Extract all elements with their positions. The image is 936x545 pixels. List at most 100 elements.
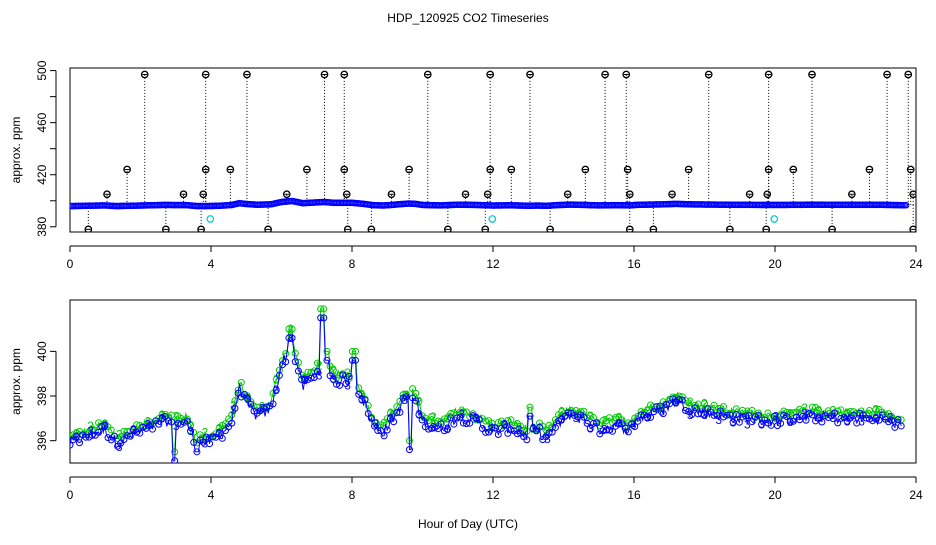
series-3-point [215, 429, 223, 437]
series-2-label: 2 [630, 416, 637, 430]
outlier-point [387, 190, 396, 199]
series-3-point [126, 432, 134, 440]
series-3-label: 3 [573, 411, 580, 425]
series-3-point [348, 356, 356, 364]
series-3-point [602, 426, 610, 434]
series-3-point [694, 410, 702, 418]
series-3-point [659, 410, 667, 418]
series-3-point [523, 436, 531, 444]
series-2-point [288, 325, 296, 333]
outlier-point [906, 165, 915, 174]
outlier-point [883, 70, 891, 79]
series-3-point [643, 413, 651, 421]
series-2-point [190, 429, 198, 437]
series-3-point [894, 416, 902, 424]
outlier-point [625, 225, 634, 232]
series-3-point [545, 429, 553, 437]
series-3-label: 3 [401, 393, 408, 407]
outlier-point [546, 225, 554, 232]
series-3-point [244, 395, 252, 403]
series-3-point [339, 371, 347, 379]
outlier-point [201, 165, 210, 174]
series-2-label: 2 [644, 404, 651, 418]
x-tick-label: 8 [349, 488, 356, 502]
series-3-label: 3 [316, 368, 323, 382]
series-3-point [345, 373, 353, 381]
series-2-point [228, 411, 236, 419]
series-2-point [237, 378, 245, 386]
series-3-label: 3 [630, 418, 637, 432]
outlier-point [581, 165, 590, 174]
series-2-point [317, 305, 325, 313]
series-2-point [352, 347, 360, 355]
outlier-point [282, 190, 291, 199]
series-3-point [133, 428, 141, 436]
series-2-point [285, 325, 293, 333]
series-3-label: 3 [130, 423, 137, 437]
y-axis-label: approx. ppm [9, 348, 23, 415]
series-3-point [72, 433, 80, 441]
series-3-point [453, 414, 461, 422]
series-2-label: 2 [687, 395, 694, 409]
series-2-label: 2 [744, 405, 751, 419]
series-2-point [770, 414, 778, 422]
series-3-point [199, 438, 207, 446]
series-3-point [364, 410, 372, 418]
series-2-label: 2 [330, 363, 337, 377]
series-3-point [304, 376, 312, 384]
series-2-point [304, 368, 312, 376]
series-3-point [412, 397, 420, 405]
series-3-point [288, 334, 296, 342]
series-2-point [133, 421, 141, 429]
series-3-point [70, 441, 74, 449]
outlier-point [264, 225, 272, 232]
series-3-label: 3 [473, 411, 480, 425]
outlier-point [625, 190, 634, 199]
x-tick-label: 12 [486, 257, 500, 271]
series-3-label: 3 [458, 407, 465, 421]
series-3-point [713, 412, 721, 420]
outlier-point [763, 190, 772, 199]
series-3-point [751, 412, 759, 420]
outlier-point [123, 165, 131, 174]
series-2-point [320, 305, 328, 313]
series-2-label: 2 [701, 397, 708, 411]
series-3-point [390, 418, 398, 426]
series-2-label: 2 [173, 410, 180, 424]
series-2-label: 2 [201, 426, 208, 440]
series-3-label: 3 [430, 420, 437, 434]
series-3-point [272, 386, 280, 394]
series-3-point [418, 416, 426, 424]
y-tick-label: 420 [35, 164, 49, 184]
series-3-point [777, 419, 785, 427]
series-2-label: 2 [801, 401, 808, 415]
series-3-point [634, 417, 642, 425]
series-3-point [653, 403, 661, 411]
series-3-point [463, 420, 471, 428]
outlier-point [526, 70, 534, 79]
series-3-point [320, 314, 328, 322]
series-3-point [555, 417, 563, 425]
series-3-label: 3 [201, 437, 208, 451]
series-3-point [183, 417, 191, 425]
series-3-point [501, 420, 509, 428]
series-3-point [148, 425, 156, 433]
series-3-point [466, 419, 474, 427]
series-3-point [605, 426, 613, 434]
series-3-point [193, 448, 201, 456]
series-3-point [88, 431, 96, 439]
series-3-point [783, 413, 791, 421]
series-3-point [329, 375, 337, 383]
series-3-point [228, 419, 236, 427]
series-3-point [754, 411, 762, 419]
series-2-label: 2 [558, 405, 565, 419]
series-3-label: 3 [587, 421, 594, 435]
outlier-point [764, 70, 773, 79]
series-3-label: 3 [273, 383, 280, 397]
outlier-point [704, 70, 713, 79]
series-3-point [240, 390, 248, 398]
series-3-point [171, 457, 179, 463]
series-3-point [742, 412, 750, 420]
series-3-point [155, 420, 163, 428]
